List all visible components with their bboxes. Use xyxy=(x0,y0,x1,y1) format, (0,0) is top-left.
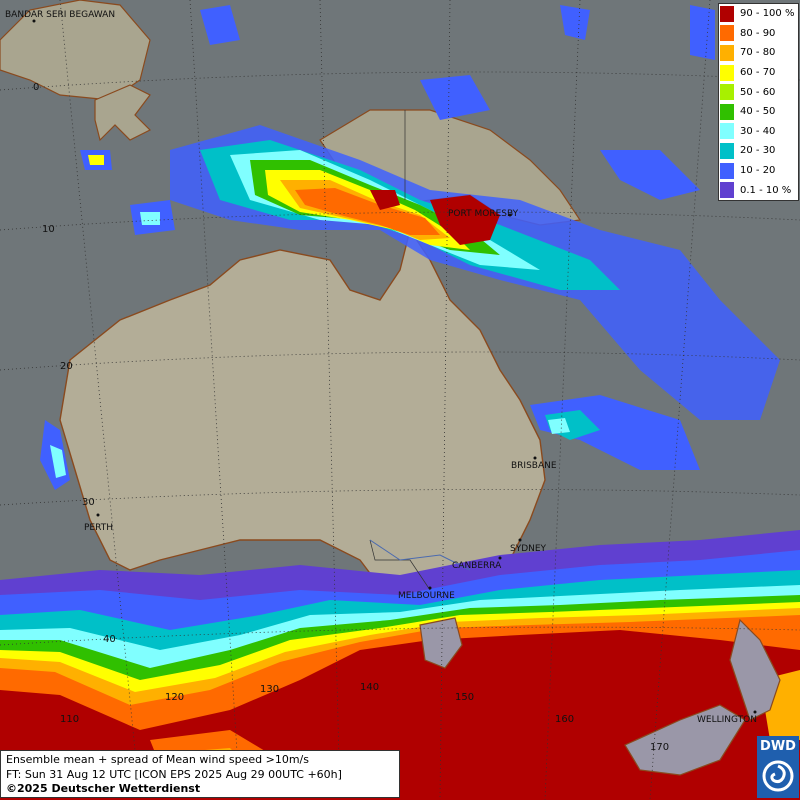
place-melbourne: MELBOURNE xyxy=(398,591,455,601)
legend-label: 20 - 30 xyxy=(740,145,776,157)
legend-swatch xyxy=(720,64,734,81)
borders xyxy=(369,110,431,591)
legend-row: 60 - 70 xyxy=(719,63,798,83)
legend-swatch xyxy=(720,182,734,199)
legend-swatch xyxy=(720,5,734,22)
grid-label-lon-170: 170 xyxy=(650,742,669,753)
grid-label-lon-130: 130 xyxy=(260,684,279,695)
legend-row: 10 - 20 xyxy=(719,161,798,181)
tropical-wind-band xyxy=(40,5,780,490)
grid-label-lon-160: 160 xyxy=(555,714,574,725)
place-port-moresby: PORT MORESBY xyxy=(448,209,519,219)
dwd-swirl-icon xyxy=(762,760,794,792)
legend-swatch xyxy=(720,44,734,61)
grid-label-lat-20: 20 xyxy=(60,361,73,372)
islands-overlay xyxy=(419,617,781,776)
legend-swatch xyxy=(720,25,734,42)
legend-row: 30 - 40 xyxy=(719,122,798,142)
grid-label-lat-10: 10 xyxy=(42,224,55,235)
info-forecast-time: FT: Sun 31 Aug 12 UTC [ICON EPS 2025 Aug… xyxy=(6,767,342,781)
place-bandar-seri-begawan: BANDAR SERI BEGAWAN xyxy=(5,10,115,20)
legend-swatch xyxy=(720,123,734,140)
borneo-land xyxy=(0,0,151,101)
grid-label-lon-150: 150 xyxy=(455,692,474,703)
grid-label-lon-120: 120 xyxy=(165,692,184,703)
legend-swatch xyxy=(720,103,734,120)
legend-label: 90 - 100 % xyxy=(740,8,795,20)
place-labels: BANDAR SERI BEGAWAN PORT MORESBY BRISBAN… xyxy=(5,10,757,725)
probability-legend: 90 - 100 % 80 - 90 70 - 80 60 - 70 50 - 60 40… xyxy=(718,3,799,201)
grid-label-lon-110: 110 xyxy=(60,714,79,725)
legend-row: 90 - 100 % xyxy=(719,4,798,24)
legend-row: 40 - 50 xyxy=(719,102,798,122)
legend-label: 80 - 90 xyxy=(740,27,776,39)
legend-label: 70 - 80 xyxy=(740,47,776,59)
legend-row: 20 - 30 xyxy=(719,141,798,161)
legend-swatch xyxy=(720,84,734,101)
info-box: Ensemble mean + spread of Mean wind spee… xyxy=(0,750,400,798)
grid-label-lon-140: 140 xyxy=(360,682,379,693)
info-copyright: ©2025 Deutscher Wetterdienst xyxy=(6,782,201,795)
place-wellington: WELLINGTON xyxy=(697,715,757,725)
legend-row: 80 - 90 xyxy=(719,24,798,44)
grid-label-lat-40: 40 xyxy=(103,634,116,645)
legend-swatch xyxy=(720,142,734,159)
legend-label: 60 - 70 xyxy=(740,67,776,79)
legend-row: 70 - 80 xyxy=(719,43,798,63)
legend-label: 30 - 40 xyxy=(740,125,776,137)
place-canberra: CANBERRA xyxy=(452,561,502,571)
grid-label-lat-30: 30 xyxy=(82,497,95,508)
legend-label: 50 - 60 xyxy=(740,86,776,98)
river xyxy=(369,539,471,571)
legend-swatch xyxy=(720,162,734,179)
place-brisbane: BRISBANE xyxy=(511,461,557,471)
dwd-logo-text: DWD xyxy=(760,739,796,754)
grid-labels: 0 10 20 30 40 110 120 130 140 150 160 17… xyxy=(33,82,669,753)
legend-label: 0.1 - 10 % xyxy=(740,184,792,196)
legend-row: 0.1 - 10 % xyxy=(719,180,798,200)
legend-row: 50 - 60 xyxy=(719,82,798,102)
place-sydney: SYDNEY xyxy=(510,544,547,554)
legend-label: 10 - 20 xyxy=(740,165,776,177)
place-perth: PERTH xyxy=(84,523,113,533)
legend-label: 40 - 50 xyxy=(740,106,776,118)
sulawesi-land xyxy=(94,84,152,142)
australia-land xyxy=(59,228,546,601)
dwd-logo: DWD xyxy=(757,736,799,798)
info-title: Ensemble mean + spread of Mean wind spee… xyxy=(6,753,309,766)
grid-label-lat-0: 0 xyxy=(33,82,39,93)
